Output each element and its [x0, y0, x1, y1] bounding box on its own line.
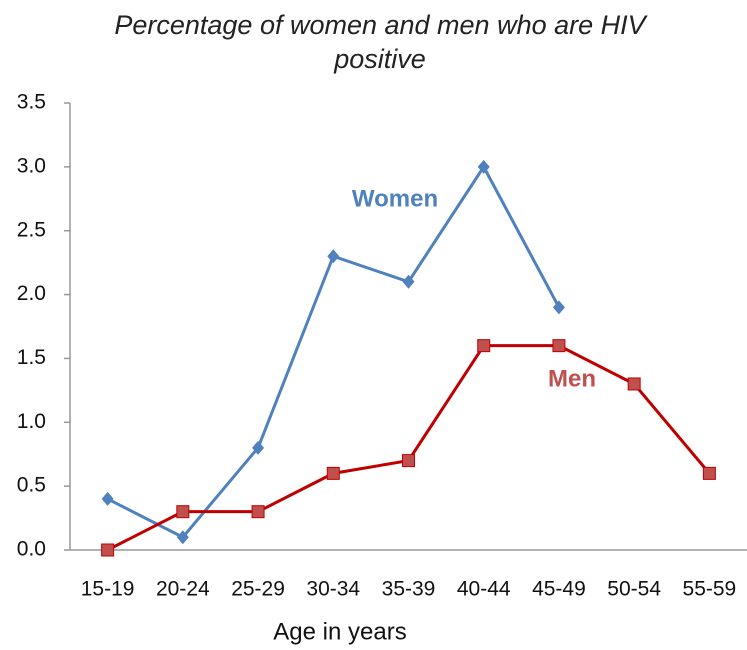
series-label: Men	[548, 365, 596, 392]
marker	[176, 530, 189, 545]
series-line	[106, 163, 561, 540]
marker	[327, 249, 340, 264]
y-tick-label: 2.5	[17, 218, 46, 241]
marker	[252, 440, 265, 455]
y-tick-label: 0.0	[17, 538, 46, 561]
x-tick-label: 55-59	[683, 578, 737, 601]
marker	[101, 543, 115, 557]
series-label: Women	[352, 185, 438, 212]
y-tick-label: 2.0	[17, 282, 46, 305]
marker	[326, 466, 340, 480]
marker	[552, 339, 566, 353]
x-axis-label: Age in years	[273, 618, 406, 645]
x-tick-label: 15-19	[81, 578, 135, 601]
y-tick-label: 1.0	[17, 410, 46, 433]
marker	[627, 377, 641, 391]
marker	[702, 466, 716, 480]
marker	[402, 274, 415, 289]
x-tick-label: 20-24	[156, 578, 210, 601]
y-tick-label: 3.5	[17, 91, 46, 114]
y-tick-label: 1.5	[17, 346, 46, 369]
x-tick-label: 40-44	[457, 578, 511, 601]
marker	[402, 454, 415, 468]
marker	[477, 159, 490, 174]
marker	[552, 300, 565, 315]
x-tick-label: 35-39	[382, 578, 436, 601]
marker	[251, 505, 265, 519]
y-tick-label: 0.5	[17, 474, 46, 497]
marker	[101, 491, 114, 506]
x-tick-label: 50-54	[607, 578, 661, 601]
y-tick-label: 3.0	[17, 154, 46, 177]
x-tick-label: 45-49	[532, 578, 586, 601]
x-tick-label: 25-29	[231, 578, 285, 601]
chart-title: Percentage of women and men who are HIV …	[114, 10, 646, 74]
x-tick-label: 30-34	[306, 578, 360, 601]
marker	[477, 339, 491, 353]
marker	[176, 505, 190, 519]
